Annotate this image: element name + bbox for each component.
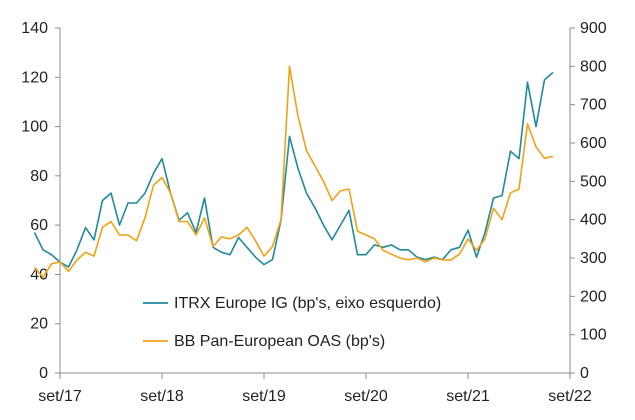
right-tick-label: 800 — [580, 58, 607, 75]
left-tick-label: 140 — [21, 20, 48, 37]
right-tick-label: 0 — [580, 365, 589, 382]
x-tick-label: set/21 — [446, 388, 490, 405]
left-tick-label: 80 — [30, 168, 48, 185]
chart-legend: ITRX Europe IG (bp's, eixo esquerdo) BB P… — [143, 295, 441, 350]
x-tick-label: set/22 — [548, 388, 592, 405]
chart-axes: 0 20 40 60 80 100 120 140 0 100 200 300 400 500 600 700… — [21, 20, 607, 405]
x-tick-label: set/19 — [242, 388, 286, 405]
x-tick-label: set/18 — [140, 388, 184, 405]
right-tick-label: 400 — [580, 212, 607, 229]
right-tick-label: 100 — [580, 327, 607, 344]
left-tick-label: 60 — [30, 217, 48, 234]
left-tick-label: 120 — [21, 69, 48, 86]
right-tick-label: 200 — [580, 288, 607, 305]
series-line-1 — [33, 71, 554, 268]
x-tick-label: set/20 — [344, 388, 388, 405]
right-tick-label: 300 — [580, 250, 607, 267]
right-tick-label: 900 — [580, 20, 607, 37]
left-tick-label: 40 — [30, 266, 48, 283]
left-tick-label: 100 — [21, 119, 48, 136]
left-tick-label: 0 — [39, 365, 48, 382]
right-tick-label: 700 — [580, 97, 607, 114]
right-tick-label: 500 — [580, 173, 607, 190]
right-tick-label: 600 — [580, 135, 607, 152]
x-tick-label: set/17 — [38, 388, 82, 405]
legend-label-2: BB Pan-European OAS (bp's) — [174, 333, 385, 350]
legend-label-1: ITRX Europe IG (bp's, eixo esquerdo) — [174, 295, 441, 312]
series-line-2 — [33, 65, 554, 279]
series-lines — [33, 65, 554, 279]
left-tick-label: 20 — [30, 316, 48, 333]
